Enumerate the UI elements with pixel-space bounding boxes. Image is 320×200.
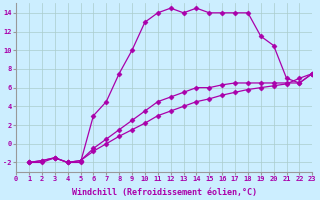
- X-axis label: Windchill (Refroidissement éolien,°C): Windchill (Refroidissement éolien,°C): [72, 188, 257, 197]
